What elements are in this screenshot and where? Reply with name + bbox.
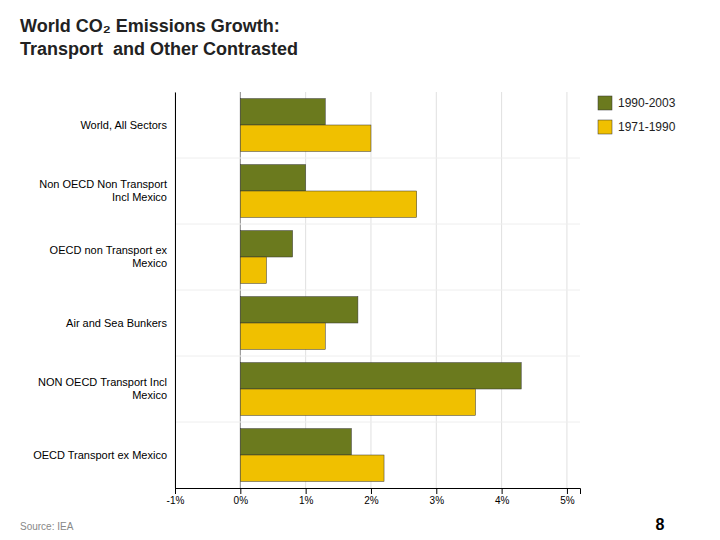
x-axis: -1% 0% 1% 2% 3% 4% 5% bbox=[167, 488, 581, 506]
bar bbox=[240, 297, 358, 323]
x-tick-label: 4% bbox=[495, 495, 510, 506]
y-tick-label: World, All Sectors bbox=[80, 119, 167, 131]
grid-line bbox=[175, 92, 176, 488]
y-tick-label: Non OECD Non TransportIncl Mexico bbox=[39, 178, 167, 203]
x-tick-mark bbox=[306, 488, 307, 494]
group-separators bbox=[175, 158, 580, 422]
group-separator bbox=[175, 224, 580, 225]
bars bbox=[240, 99, 521, 482]
x-tick-label: 2% bbox=[364, 495, 379, 506]
x-tick-label: -1% bbox=[167, 495, 185, 506]
page-number: 8 bbox=[656, 516, 665, 533]
bar bbox=[240, 257, 266, 283]
y-tick: OECD non Transport exMexico bbox=[50, 244, 175, 269]
legend-item: 1971-1990 bbox=[598, 120, 676, 134]
y-axis: World, All Sectors Non OECD Non Transport… bbox=[33, 93, 175, 489]
y-tick: OECD Transport ex Mexico bbox=[33, 449, 175, 461]
x-tick: 4% bbox=[495, 488, 510, 506]
group-separator bbox=[175, 422, 580, 423]
x-tick-label: 3% bbox=[430, 495, 445, 506]
x-tick-mark bbox=[240, 488, 241, 494]
x-tick: 3% bbox=[430, 488, 445, 506]
bar bbox=[240, 165, 305, 191]
legend-swatch bbox=[598, 96, 612, 110]
title: World CO₂ Emissions Growth:Transport and… bbox=[20, 16, 298, 59]
x-tick-label: 1% bbox=[299, 495, 314, 506]
bar bbox=[240, 389, 475, 415]
x-tick: 1% bbox=[299, 488, 314, 506]
y-tick: World, All Sectors bbox=[80, 119, 175, 131]
x-tick-label: 5% bbox=[560, 495, 575, 506]
x-tick: 2% bbox=[364, 488, 379, 506]
x-tick: -1% bbox=[167, 488, 185, 506]
bar bbox=[240, 125, 371, 151]
legend-label: 1971-1990 bbox=[618, 120, 676, 134]
y-tick: Air and Sea Bunkers bbox=[66, 317, 175, 329]
bar bbox=[240, 429, 351, 455]
y-tick-label: OECD Transport ex Mexico bbox=[33, 449, 167, 461]
chart: World CO₂ Emissions Growth:Transport and… bbox=[0, 0, 720, 540]
source-note: Source: IEA bbox=[20, 521, 74, 532]
x-tick-mark bbox=[371, 488, 372, 494]
bar bbox=[240, 323, 325, 349]
legend-swatch bbox=[598, 120, 612, 134]
y-tick-label: Air and Sea Bunkers bbox=[66, 317, 167, 329]
plot: -1% 0% 1% 2% 3% 4% 5% World, All Sectors Non OEC… bbox=[33, 92, 580, 506]
x-tick-mark bbox=[436, 488, 437, 494]
y-tick-label: NON OECD Transport InclMexico bbox=[38, 376, 167, 401]
y-tick: NON OECD Transport InclMexico bbox=[38, 376, 175, 401]
y-tick: Non OECD Non TransportIncl Mexico bbox=[39, 178, 175, 203]
bar bbox=[240, 455, 384, 481]
group-separator bbox=[175, 158, 580, 159]
bar bbox=[240, 99, 325, 125]
x-tick-label: 0% bbox=[234, 495, 249, 506]
group-separator bbox=[175, 356, 580, 357]
x-tick: 5% bbox=[560, 488, 575, 506]
legend: 1990-2003 1971-1990 bbox=[598, 96, 676, 134]
legend-item: 1990-2003 bbox=[598, 96, 676, 110]
x-axis-line bbox=[176, 489, 581, 495]
bar bbox=[240, 363, 521, 389]
x-tick-mark bbox=[567, 488, 568, 494]
y-axis-line bbox=[175, 93, 176, 489]
x-tick-mark bbox=[502, 488, 503, 494]
bar bbox=[240, 231, 292, 257]
x-tick: 0% bbox=[234, 488, 249, 506]
x-tick-mark bbox=[175, 488, 176, 494]
group-separator bbox=[175, 290, 580, 291]
bar bbox=[240, 191, 416, 217]
y-tick-label: OECD non Transport exMexico bbox=[50, 244, 168, 269]
legend-label: 1990-2003 bbox=[618, 96, 676, 110]
